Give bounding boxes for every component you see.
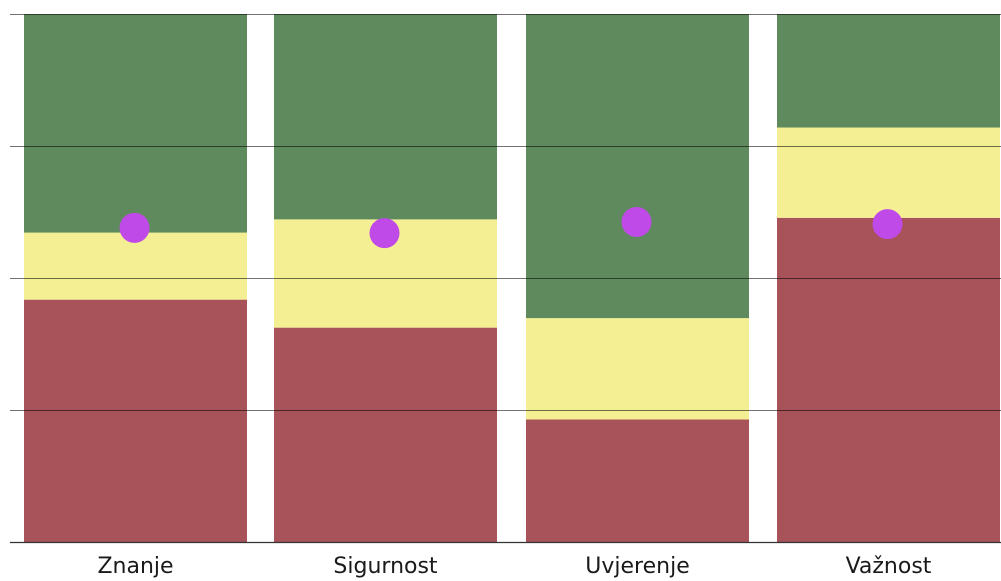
marker-point bbox=[621, 207, 652, 238]
x-tick-label: Uvjerenje bbox=[585, 554, 689, 579]
x-tick-labels: Znanje Sigurnost Uvjerenje Važnost bbox=[97, 554, 931, 579]
bar-segment-2 bbox=[24, 232, 247, 300]
bar-segment-1 bbox=[274, 327, 497, 542]
bars-layer bbox=[24, 14, 1000, 543]
markers-layer bbox=[119, 207, 903, 249]
bar-segment-3 bbox=[24, 14, 247, 233]
bar-segment-2 bbox=[777, 127, 1000, 218]
x-tick-label: Sigurnost bbox=[333, 554, 438, 579]
marker-point bbox=[872, 209, 903, 240]
bar-segment-1 bbox=[526, 419, 749, 542]
bar-segment-1 bbox=[24, 299, 247, 542]
marker-point bbox=[369, 218, 400, 249]
x-tick-label: Važnost bbox=[846, 554, 932, 579]
bar-segment-3 bbox=[777, 14, 1000, 128]
bar-segment-3 bbox=[526, 14, 749, 319]
bar-segment-2 bbox=[526, 318, 749, 420]
gridlines-layer bbox=[10, 14, 1001, 411]
bar-segment-3 bbox=[274, 14, 497, 220]
bar-segment-1 bbox=[777, 217, 1000, 543]
x-tick-label: Znanje bbox=[97, 554, 173, 579]
marker-point bbox=[119, 212, 150, 243]
